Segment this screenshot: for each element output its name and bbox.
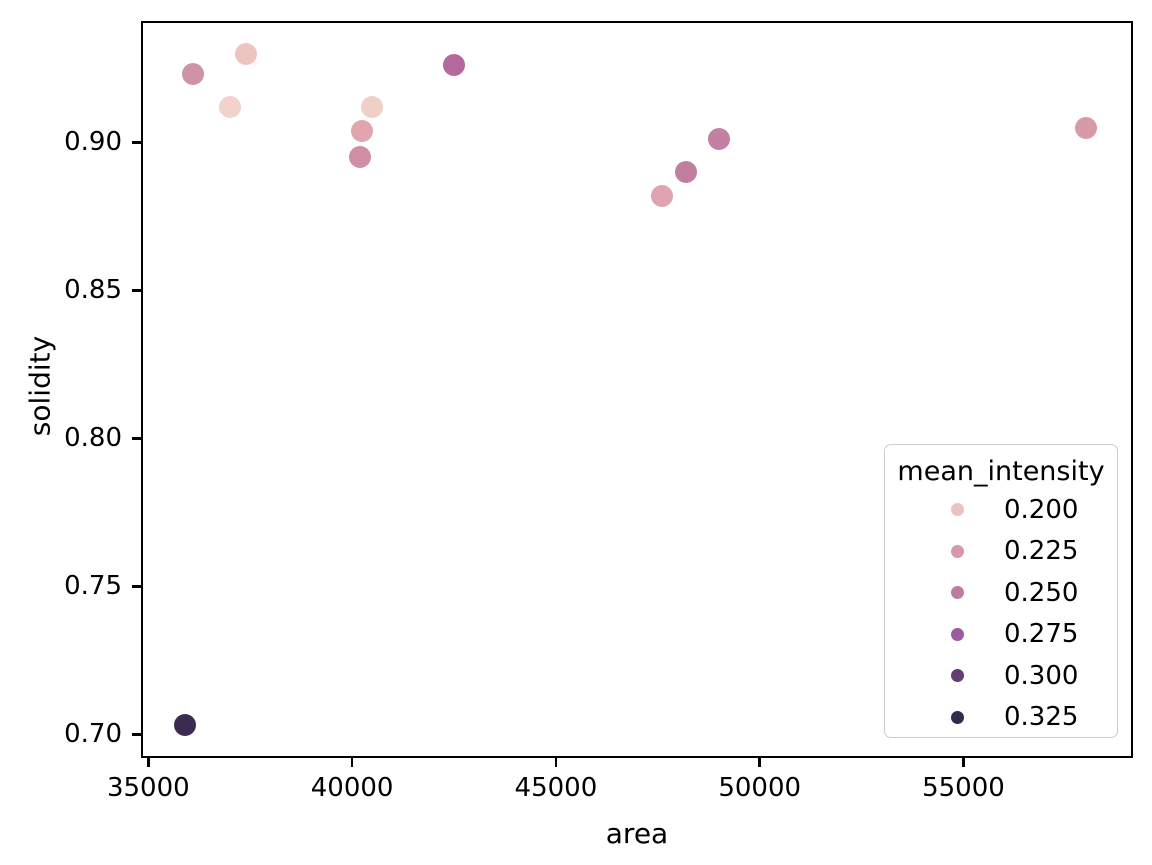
y-tick-mark: [132, 289, 141, 292]
y-tick-label: 0.85: [64, 275, 122, 306]
scatter-point: [235, 42, 258, 65]
y-tick-label: 0.80: [64, 423, 122, 454]
legend-entry: 0.225: [885, 531, 1117, 573]
y-tick-label: 0.75: [64, 571, 122, 602]
scatter-point: [218, 95, 241, 118]
x-tick-mark: [758, 758, 761, 767]
legend-entry-label: 0.250: [1004, 577, 1079, 608]
scatter-point: [351, 119, 374, 142]
legend-entry-label: 0.225: [1004, 536, 1079, 567]
x-tick-mark: [554, 758, 558, 767]
legend-entry-label: 0.325: [1004, 702, 1079, 733]
legend-entry: 0.200: [885, 489, 1117, 531]
legend-marker-icon: [951, 544, 964, 558]
legend-title: mean_intensity: [897, 456, 1105, 487]
legend-entries: 0.200 0.225 0.250 0.275 0.300 0.325: [885, 489, 1117, 738]
legend-entry: 0.250: [885, 572, 1117, 614]
scatter-point: [174, 714, 197, 737]
legend-marker-icon: [951, 710, 964, 724]
scatter-point: [675, 160, 698, 183]
legend-marker-icon: [951, 586, 964, 600]
y-tick-mark: [132, 733, 141, 736]
x-tick-label: 50000: [718, 773, 802, 803]
legend-entry: 0.300: [885, 655, 1117, 697]
legend-entry: 0.275: [885, 614, 1117, 656]
scatter-point: [361, 95, 384, 118]
legend-entry-label: 0.300: [1004, 660, 1079, 691]
legend: mean_intensity 0.200 0.225 0.250 0.275 0.300…: [884, 444, 1118, 738]
scatter-point: [707, 128, 730, 151]
scatter-point: [650, 184, 673, 207]
legend-marker-icon: [951, 669, 964, 683]
scatter-point: [182, 63, 205, 86]
legend-marker-icon: [951, 503, 964, 517]
y-tick-label: 0.90: [64, 127, 122, 158]
y-tick-mark: [132, 141, 141, 144]
scatter-point: [443, 54, 465, 77]
x-tick-mark: [147, 758, 150, 767]
legend-entry-label: 0.200: [1004, 494, 1079, 525]
x-tick-label: 55000: [922, 773, 1005, 803]
legend-entry: 0.325: [885, 697, 1117, 739]
x-tick-label: 35000: [106, 773, 190, 803]
y-axis-label: solidity: [23, 335, 57, 437]
x-tick-mark: [962, 758, 965, 767]
scatter-point: [1074, 116, 1097, 139]
x-tick-label: 40000: [310, 773, 394, 803]
legend-marker-icon: [951, 627, 964, 641]
y-tick-mark: [132, 585, 141, 588]
x-axis-label: area: [605, 817, 669, 850]
y-tick-label: 0.70: [64, 719, 122, 750]
scatter-point: [349, 146, 372, 169]
x-tick-mark: [350, 758, 354, 767]
x-tick-label: 45000: [514, 773, 598, 803]
legend-entry-label: 0.275: [1004, 619, 1079, 650]
y-tick-mark: [132, 437, 141, 440]
